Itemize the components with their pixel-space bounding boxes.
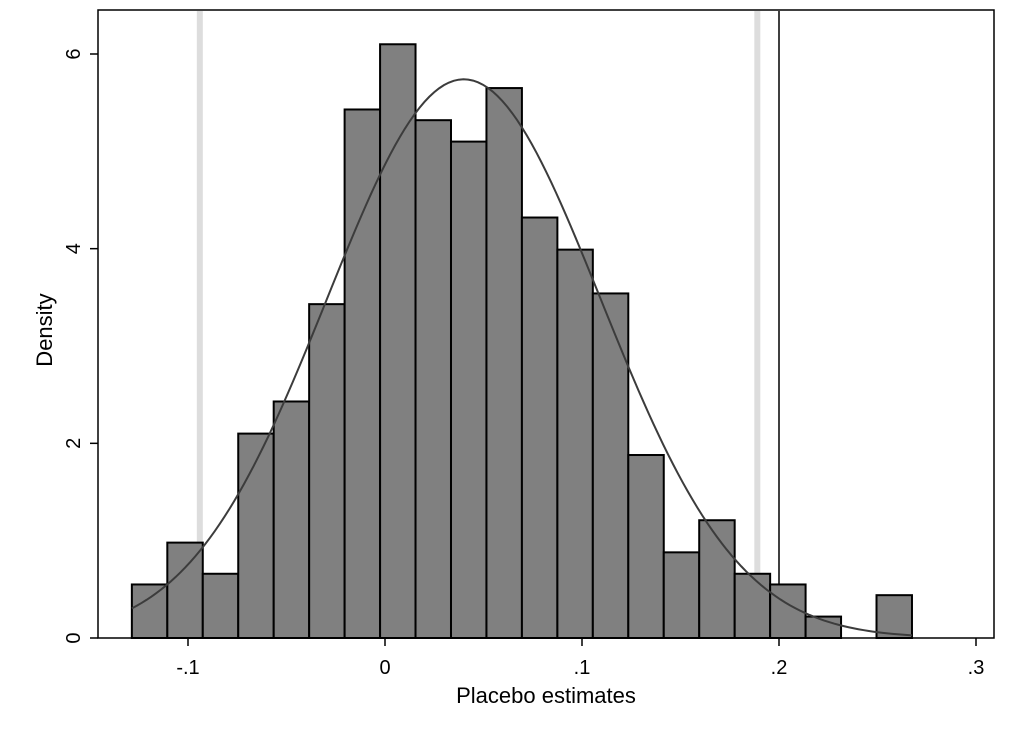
reference-lines: [196, 11, 780, 638]
y-tick-label: 0: [63, 632, 85, 643]
x-axis-title: Placebo estimates: [456, 683, 636, 708]
histogram-bar: [308, 303, 346, 639]
histogram-bar: [414, 119, 452, 640]
x-tick-label: .3: [968, 657, 985, 679]
histogram-bar: [166, 541, 204, 640]
histogram-bar: [627, 454, 665, 639]
y-tick-label: 2: [63, 438, 85, 449]
histogram-bar: [769, 583, 807, 640]
histogram-bar: [343, 108, 382, 640]
histogram-bar: [875, 594, 913, 640]
histogram-bar: [662, 551, 701, 640]
histogram-bar: [485, 87, 523, 640]
histogram-bar: [804, 615, 843, 640]
x-tick-label: 0: [379, 657, 390, 679]
x-axis: -.1 0 .1 .2 .3: [176, 638, 984, 679]
normal-curve-line: [131, 78, 913, 637]
histogram-bar: [520, 216, 559, 640]
histogram-bar: [698, 519, 736, 640]
histogram-bar: [237, 432, 275, 639]
normal-density-curve: [131, 78, 913, 637]
y-axis-title: Density: [32, 293, 57, 366]
histogram-bar: [201, 572, 240, 640]
histogram-bar: [556, 248, 594, 639]
histogram-bar: [272, 400, 311, 640]
x-tick-label: -.1: [176, 657, 199, 679]
y-tick-label: 6: [63, 48, 85, 59]
x-tick-label: .1: [574, 657, 591, 679]
histogram-bar: [130, 583, 169, 640]
histogram-bar: [449, 140, 488, 639]
histogram-bar: [379, 43, 417, 640]
y-tick-label: 4: [63, 243, 85, 254]
histogram-bar: [733, 572, 772, 640]
x-tick-label: .2: [771, 657, 788, 679]
histogram-bars: [130, 43, 913, 640]
y-axis: 0 2 4 6: [63, 48, 98, 644]
histogram-bar: [591, 292, 630, 639]
